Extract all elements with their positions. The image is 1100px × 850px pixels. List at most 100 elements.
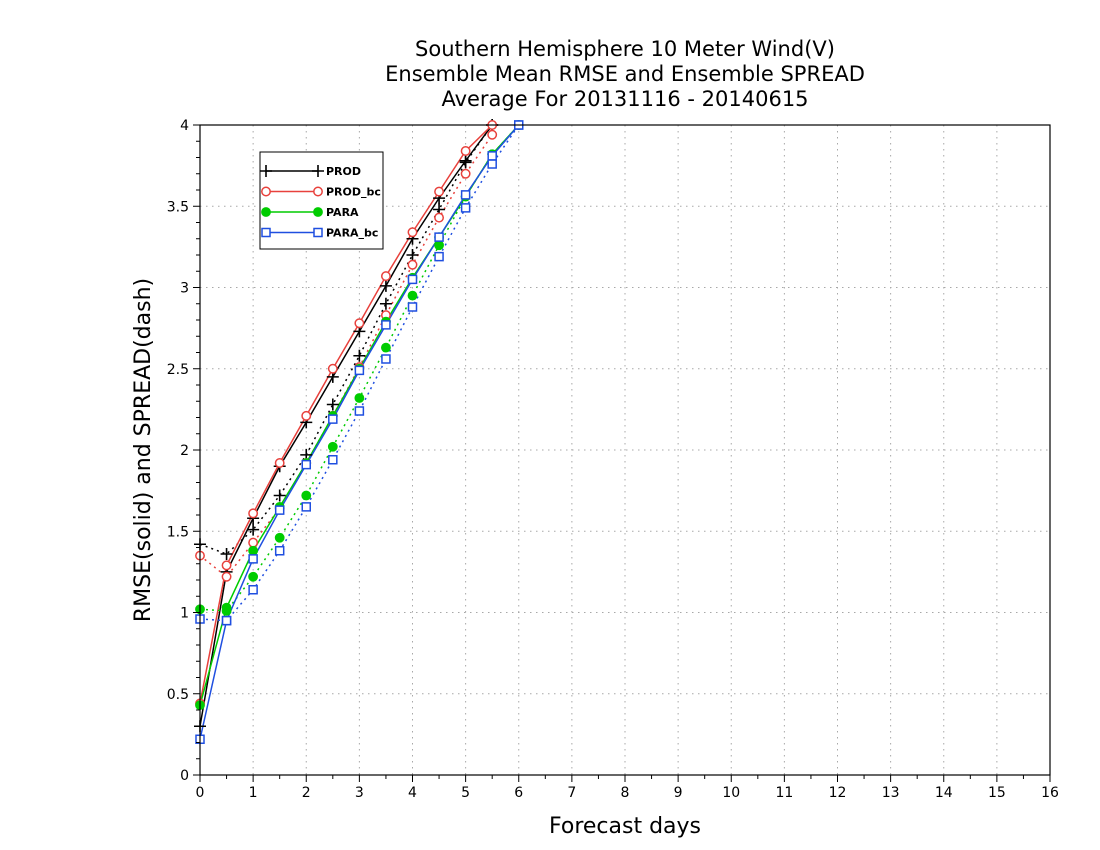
circle-marker	[487, 129, 498, 140]
circle-marker	[261, 186, 271, 197]
x-tick-label: 2	[302, 785, 311, 801]
square-marker	[261, 227, 271, 238]
x-tick-label: 5	[461, 785, 470, 801]
square-marker	[221, 615, 232, 626]
square-marker	[460, 190, 471, 200]
x-tick-label: 13	[882, 785, 900, 801]
circle-marker	[434, 186, 445, 197]
square-marker	[328, 414, 338, 424]
dot-marker	[274, 532, 285, 543]
legend-label: PROD	[326, 165, 361, 178]
circle-marker	[221, 560, 232, 571]
y-tick-label: 3	[180, 281, 189, 297]
chart-title-line-2: Ensemble Mean RMSE and Ensemble SPREAD	[385, 62, 865, 86]
y-tick-label: 0.5	[167, 687, 189, 703]
chart-title-line-3: Average For 20131116 - 20140615	[441, 87, 808, 111]
plus-marker	[459, 154, 472, 167]
square-marker	[487, 159, 497, 169]
square-marker	[487, 151, 497, 161]
y-axis-title: RMSE(solid) and SPREAD(dash)	[131, 278, 156, 622]
PROD_bc-rmse-line	[200, 124, 493, 704]
square-marker	[381, 320, 391, 330]
circle-marker	[380, 271, 391, 282]
square-marker	[301, 502, 311, 512]
y-tick-label: 2.5	[167, 362, 189, 378]
square-marker	[328, 455, 338, 465]
plus-marker	[312, 165, 324, 177]
PROD-spread-line	[200, 124, 493, 555]
dot-marker	[434, 240, 444, 251]
x-tick-label: 11	[775, 785, 793, 801]
x-axis-title: Forecast days	[549, 814, 701, 839]
plus-marker	[260, 165, 272, 177]
dot-marker	[407, 290, 418, 301]
square-marker	[460, 203, 471, 213]
circle-marker	[301, 410, 312, 421]
square-marker	[354, 406, 365, 416]
plus-marker	[220, 548, 233, 560]
y-tick-label: 3.5	[167, 199, 189, 215]
square-marker	[301, 459, 311, 470]
dot-marker	[313, 207, 323, 217]
dot-marker	[301, 490, 312, 501]
x-tick-label: 8	[621, 785, 630, 801]
dot-marker	[221, 602, 232, 613]
circle-marker	[407, 259, 418, 270]
dot-marker	[327, 441, 338, 452]
circle-marker	[460, 146, 471, 156]
legend-label: PARA_bc	[326, 227, 378, 240]
circle-marker	[248, 508, 259, 519]
circle-marker	[434, 212, 445, 223]
x-tick-label: 9	[674, 785, 683, 801]
square-marker	[274, 546, 285, 556]
circle-marker	[248, 537, 259, 548]
circle-marker	[313, 186, 323, 197]
square-marker	[407, 302, 418, 312]
x-tick-label: 6	[514, 785, 523, 801]
circle-marker	[221, 571, 232, 582]
plus-marker	[247, 523, 260, 536]
dot-marker	[248, 545, 259, 556]
x-tick-label: 12	[829, 785, 847, 801]
dot-marker	[381, 342, 391, 353]
circle-marker	[354, 318, 365, 329]
square-marker	[248, 585, 258, 595]
x-tick-label: 10	[722, 785, 740, 801]
square-marker	[434, 232, 444, 242]
dot-marker	[248, 571, 259, 582]
series-layer	[194, 119, 524, 744]
square-marker	[407, 274, 418, 285]
x-tick-label: 3	[355, 785, 364, 801]
plus-marker	[379, 279, 392, 292]
square-marker	[354, 365, 365, 376]
circle-marker	[407, 227, 418, 238]
plus-marker	[353, 349, 366, 362]
legend: PROD PROD_bc PARA PARA_bc	[259, 151, 384, 250]
circle-marker	[327, 363, 338, 374]
circle-marker	[460, 168, 471, 179]
square-marker	[434, 251, 444, 262]
square-marker	[313, 227, 323, 238]
x-tick-label: 4	[408, 785, 417, 801]
x-tick-label: 16	[1041, 785, 1059, 801]
square-marker	[274, 505, 285, 515]
plus-marker	[379, 297, 392, 310]
square-marker	[248, 554, 258, 564]
x-tick-label: 14	[935, 785, 953, 801]
legend-label: PROD_bc	[326, 186, 381, 199]
x-tick-label: 7	[567, 785, 576, 801]
chart-title-line-1: Southern Hemisphere 10 Meter Wind(V)	[415, 37, 835, 61]
y-tick-label: 0	[180, 768, 189, 784]
y-tick-label: 2	[180, 443, 189, 459]
legend-label: PARA	[326, 206, 359, 219]
y-tick-label: 4	[180, 118, 189, 134]
circle-marker	[274, 458, 285, 468]
x-tick-label: 1	[249, 785, 258, 801]
dot-marker	[261, 207, 271, 217]
x-tick-label: 15	[988, 785, 1006, 801]
plus-marker	[326, 398, 339, 411]
dot-marker	[354, 393, 365, 403]
x-tick-label: 0	[196, 785, 205, 801]
